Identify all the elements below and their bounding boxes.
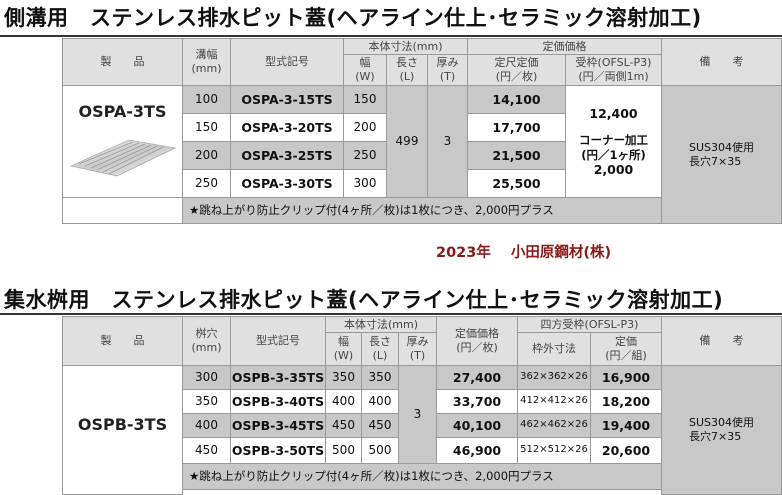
grating-image: [69, 139, 176, 177]
s1-row1-model: OSPA-3-15TS: [230, 85, 344, 114]
s1-header-frame: 受枠(OFSL-P3) (円／両側1m): [565, 54, 662, 86]
s2-header-model: 型式記号: [230, 316, 326, 366]
s2-row4-model: OSPB-3-50TS: [230, 437, 326, 464]
section1-title: 側溝用 ステンレス排水ピット蓋(ヘアライン仕上･セラミック溶射加工): [4, 6, 702, 30]
s1-remarks: SUS304使用 長穴7×35: [661, 85, 782, 224]
s2-row3-l: 450: [361, 413, 399, 438]
s1-header-product: 製 品: [62, 38, 183, 86]
s1-note-blank: [62, 197, 183, 224]
company-year: 2023年: [436, 245, 491, 261]
s1-row3-model: OSPA-3-25TS: [230, 141, 344, 170]
s2-row1-hole: 300: [182, 365, 231, 390]
s1-header-dims: 本体寸法(mm): [343, 38, 468, 55]
s2-row3-frame-size: 462×462×26: [517, 413, 591, 438]
s2-row3-hole: 400: [182, 413, 231, 438]
s2-row3-frame-price: 19,400: [590, 413, 662, 438]
s2-row4-frame-size: 512×512×26: [517, 437, 591, 464]
s2-header-dim-w: 幅 (W): [325, 332, 362, 366]
s2-row4-w: 500: [325, 437, 362, 464]
s2-thickness: 3: [398, 365, 437, 464]
s2-row4-hole: 450: [182, 437, 231, 464]
s1-row4-price: 25,500: [467, 169, 566, 198]
s1-header-dim-t: 厚み (T): [427, 54, 468, 86]
s1-row2-w: 200: [343, 113, 387, 142]
s1-note: ★跳ね上がり防止クリップ付(4ヶ所／枚)は1枚につき、2,000円プラス: [182, 197, 662, 224]
section1-title-rule: [0, 35, 782, 37]
s1-frame-cell: 12,400 コーナー加工 (円／1ヶ所) 2,000: [565, 85, 662, 198]
s2-header-dim-t: 厚み (T): [398, 332, 437, 366]
s2-row1-w: 350: [325, 365, 362, 390]
s2-row4-l: 500: [361, 437, 399, 464]
company-line: 2023年 小田原鋼材(株): [436, 241, 611, 262]
s2-row4-frame-price: 20,600: [590, 437, 662, 464]
s1-row1-price: 14,100: [467, 85, 566, 114]
s1-header-price: 定価価格: [467, 38, 662, 55]
s2-remarks: SUS304使用 長穴7×35: [661, 365, 782, 495]
s1-row2-width: 150: [182, 113, 231, 142]
s1-header-remarks: 備 考: [661, 38, 782, 86]
s1-row4-width: 250: [182, 169, 231, 198]
s2-row2-price: 33,700: [436, 389, 518, 414]
s1-row3-price: 21,500: [467, 141, 566, 170]
s1-length: 499: [386, 85, 428, 198]
s2-header-frame-group: 四方受枠(OFSL-P3): [517, 316, 662, 333]
s2-row4-price: 46,900: [436, 437, 518, 464]
s2-product-name: OSPB-3TS: [77, 415, 168, 434]
s1-header-model: 型式記号: [230, 38, 344, 86]
s1-header-dim-w: 幅 (W): [343, 54, 387, 86]
s2-row2-model: OSPB-3-40TS: [230, 389, 326, 414]
s2-row2-frame-size: 412×412×26: [517, 389, 591, 414]
s2-row1-model: OSPB-3-35TS: [230, 365, 326, 390]
s2-header-hole: 桝穴 (mm): [182, 316, 231, 366]
s1-row2-model: OSPA-3-20TS: [230, 113, 344, 142]
section2-title-rule: [0, 313, 782, 315]
s2-header-remarks: 備 考: [661, 316, 782, 366]
s2-header-frame-price: 定価 (円／組): [590, 332, 662, 366]
s1-row4-w: 300: [343, 169, 387, 198]
company-name: 小田原鋼材(株): [510, 245, 612, 261]
s2-row2-w: 400: [325, 389, 362, 414]
s1-row4-model: OSPA-3-30TS: [230, 169, 344, 198]
s1-corner-price: 2,000: [593, 161, 634, 177]
s2-header-price: 定価価格 (円／枚): [436, 316, 518, 366]
s1-row3-width: 200: [182, 141, 231, 170]
s2-product-cell: OSPB-3TS: [62, 365, 183, 495]
s2-row3-price: 40,100: [436, 413, 518, 438]
s1-row3-w: 250: [343, 141, 387, 170]
s1-product-cell: OSPA-3TS: [62, 85, 183, 198]
s2-row3-w: 450: [325, 413, 362, 438]
s1-header-width: 溝幅 (mm): [182, 38, 231, 86]
s1-row1-w: 150: [343, 85, 387, 114]
s2-note: ★跳ね上がり防止クリップ付(4ヶ所／枚)は1枚につき、2,000円プラス: [182, 463, 662, 490]
s1-product-name: OSPA-3TS: [78, 102, 167, 121]
s2-row1-frame-price: 16,900: [590, 365, 662, 390]
s1-row1-width: 100: [182, 85, 231, 114]
s1-header-unit-price: 定尺定価 (円／枚): [467, 54, 566, 86]
s2-row1-frame-size: 362×362×26: [517, 365, 591, 390]
s2-row1-l: 350: [361, 365, 399, 390]
section2-title: 集水桝用 ステンレス排水ピット蓋(ヘアライン仕上･セラミック溶射加工): [4, 288, 724, 312]
s1-thickness: 3: [427, 85, 468, 198]
s1-frame-price: 12,400: [589, 105, 638, 121]
s2-header-frame-size: 枠外寸法: [517, 332, 591, 366]
s2-header-dim-l: 長さ (L): [361, 332, 399, 366]
s2-header-dims: 本体寸法(mm): [325, 316, 437, 333]
s2-row2-frame-price: 18,200: [590, 389, 662, 414]
s2-row1-price: 27,400: [436, 365, 518, 390]
s1-corner-label: コーナー加工 (円／1ヶ所): [579, 133, 648, 162]
s1-row2-price: 17,700: [467, 113, 566, 142]
s2-row2-hole: 350: [182, 389, 231, 414]
s2-header-product: 製 品: [62, 316, 183, 366]
s2-row3-model: OSPB-3-45TS: [230, 413, 326, 438]
s2-row2-l: 400: [361, 389, 399, 414]
s1-header-dim-l: 長さ (L): [386, 54, 428, 86]
